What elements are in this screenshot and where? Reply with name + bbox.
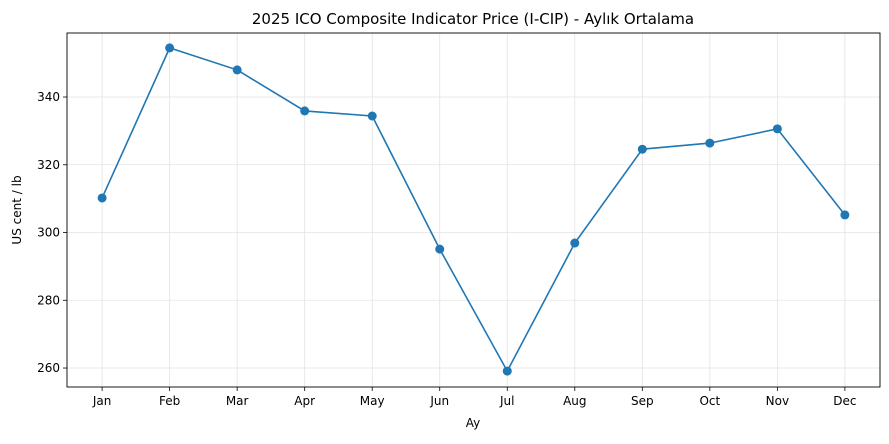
y-tick-label: 300: [37, 226, 60, 240]
x-tick-label: Jul: [499, 394, 514, 408]
data-point: [502, 366, 512, 376]
x-tick-label: Feb: [159, 394, 180, 408]
data-point: [637, 144, 647, 154]
data-point: [165, 43, 175, 53]
data-point: [840, 210, 850, 220]
grid: [67, 33, 880, 387]
data-point: [300, 106, 310, 116]
x-tick-label: Jan: [92, 394, 112, 408]
x-tick-label: Mar: [226, 394, 249, 408]
data-point: [232, 65, 242, 75]
x-axis-label: Ay: [466, 416, 481, 430]
series-line: [101, 46, 846, 373]
y-tick-label: 260: [37, 361, 60, 375]
x-axis: Jan Feb Mar Apr May Jun Jul Aug Sep Oct Nov Dec: [92, 387, 857, 408]
y-axis: 260 280 300 320 340: [37, 90, 67, 375]
data-point: [570, 238, 580, 248]
y-tick-label: 340: [37, 90, 60, 104]
x-tick-label: Jun: [429, 394, 449, 408]
data-point: [435, 244, 445, 254]
x-tick-label: Oct: [699, 394, 720, 408]
y-tick-label: 320: [37, 158, 60, 172]
x-tick-label: Nov: [766, 394, 789, 408]
data-point: [705, 138, 715, 148]
data-point: [97, 193, 107, 203]
x-tick-label: May: [360, 394, 385, 408]
y-tick-label: 280: [37, 293, 60, 307]
x-tick-label: Aug: [563, 394, 586, 408]
y-axis-label: US cent / lb: [10, 175, 24, 244]
x-tick-label: Dec: [833, 394, 856, 408]
chart-title: 2025 ICO Composite Indicator Price (I-CI…: [252, 10, 694, 28]
x-tick-label: Apr: [294, 394, 315, 408]
data-point: [772, 124, 782, 134]
x-tick-label: Sep: [631, 394, 654, 408]
data-points: [97, 43, 850, 376]
plot-frame: [66, 32, 881, 388]
data-point: [367, 111, 377, 121]
